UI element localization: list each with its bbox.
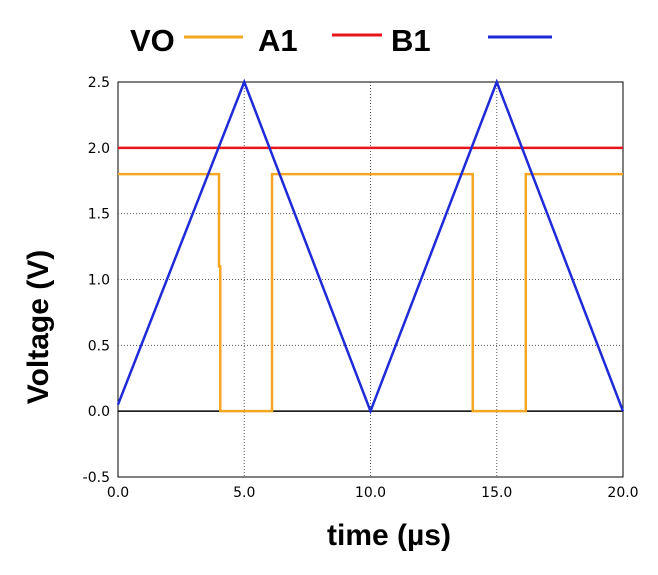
y-tick-labels: -0.5 0.0 0.5 1.0 1.5 2.0 2.5: [83, 75, 110, 486]
y-axis-title: Voltage (V): [22, 250, 55, 404]
x-tick-label-1: 5.0: [233, 485, 255, 501]
x-axis-title: time (µs): [327, 519, 451, 552]
y-tick-label-6: 2.5: [88, 75, 110, 91]
y-tick-label-2: 0.5: [88, 338, 110, 354]
series-layer: [116, 78, 625, 415]
legend-label-vo: VO: [130, 23, 175, 58]
legend-label-a1: A1: [258, 23, 298, 58]
legend: VO A1 B1: [130, 23, 552, 58]
y-tick-label-5: 2.0: [88, 141, 110, 157]
x-tick-label-4: 20.0: [607, 485, 638, 501]
x-tick-label-0: 0.0: [107, 485, 129, 501]
y-tick-label-1: 0.0: [88, 404, 110, 420]
x-tick-label-3: 15.0: [481, 485, 512, 501]
series-line-orange: [118, 172, 623, 413]
x-tick-label-2: 10.0: [355, 485, 386, 501]
y-tick-label-0: -0.5: [83, 470, 110, 486]
x-tick-labels: 0.0 5.0 10.0 15.0 20.0: [107, 485, 639, 501]
y-tick-label-3: 1.0: [88, 273, 110, 289]
legend-label-b1: B1: [391, 23, 431, 58]
series-line-blue: [116, 78, 625, 415]
y-tick-label-4: 1.5: [88, 207, 110, 223]
